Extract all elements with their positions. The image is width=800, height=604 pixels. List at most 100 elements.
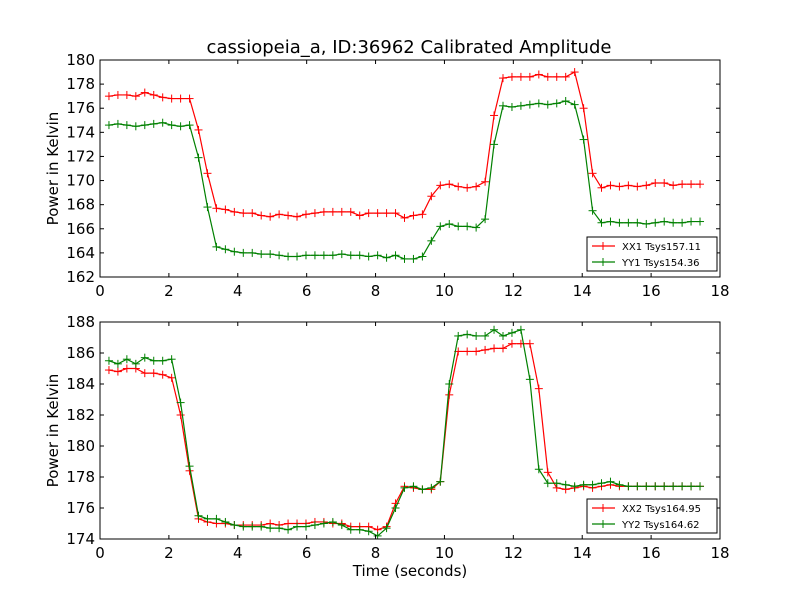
x-tick-label: 14	[573, 282, 592, 300]
data-point	[328, 517, 337, 526]
data-point	[185, 462, 194, 471]
bottom-plot-panel: 0 2 4 6 8 10 12 14 16 18 174 176 178 180 182 184 186 188 P…	[44, 313, 730, 562]
data-point	[337, 521, 346, 530]
data-point	[525, 375, 534, 384]
data-point	[257, 211, 266, 220]
data-point	[328, 207, 337, 216]
data-point	[346, 251, 355, 260]
data-point	[696, 217, 705, 226]
data-point	[472, 182, 481, 191]
y-tick-label: 174	[66, 123, 95, 141]
x-tick-label: 18	[710, 544, 729, 562]
data-point	[409, 254, 418, 263]
data-point	[678, 482, 687, 491]
data-point	[113, 119, 122, 128]
data-point	[499, 101, 507, 110]
data-point	[678, 180, 687, 189]
data-point	[382, 209, 391, 218]
data-point	[212, 242, 221, 251]
data-point	[409, 211, 418, 220]
data-point	[391, 504, 400, 512]
data-point	[131, 122, 140, 131]
data-point	[633, 482, 642, 491]
data-point	[660, 482, 669, 491]
data-point	[454, 182, 463, 191]
data-point	[257, 250, 266, 259]
data-point	[113, 359, 122, 368]
data-point	[633, 218, 642, 227]
data-point	[257, 522, 266, 531]
data-point	[310, 251, 319, 260]
x-tick-label: 4	[233, 544, 243, 562]
y-tick-label: 180	[66, 51, 95, 69]
data-point	[149, 90, 158, 99]
data-point	[427, 236, 436, 245]
data-point	[516, 101, 525, 110]
data-point	[427, 192, 436, 201]
y-tick-label: 188	[66, 313, 95, 331]
data-point	[158, 370, 167, 379]
y-tick-label: 176	[66, 99, 95, 117]
data-point	[597, 183, 606, 192]
data-point	[149, 369, 158, 378]
x-tick-label: 16	[642, 282, 661, 300]
data-point	[561, 96, 570, 105]
legend-label: YY1 Tsys154.36	[621, 258, 700, 269]
data-point	[409, 482, 418, 491]
data-point	[534, 465, 543, 474]
data-point	[382, 524, 391, 533]
data-point	[230, 521, 239, 530]
data-point	[310, 521, 319, 530]
y-tick-label: 184	[66, 375, 95, 393]
data-point	[158, 93, 167, 102]
y-tick-label: 178	[66, 468, 95, 486]
data-point	[122, 364, 131, 373]
x-tick-label: 2	[164, 544, 174, 562]
data-point	[490, 325, 499, 334]
chart-title: cassiopeia_a, ID:36962 Calibrated Amplit…	[207, 37, 612, 58]
data-point	[400, 254, 409, 263]
data-point	[499, 344, 507, 353]
data-point	[221, 245, 230, 254]
data-point	[507, 328, 516, 337]
data-point	[221, 205, 230, 214]
x-tick-label: 2	[164, 282, 174, 300]
legend: XX1 Tsys157.11 YY1 Tsys154.36	[586, 236, 718, 272]
data-point	[293, 522, 302, 531]
data-point	[319, 519, 328, 528]
data-point	[481, 345, 490, 354]
data-point	[490, 111, 499, 120]
data-point	[212, 204, 221, 213]
data-point	[525, 72, 534, 81]
y-tick-label: 182	[66, 406, 95, 424]
data-point	[615, 218, 624, 227]
data-point	[176, 398, 185, 407]
data-point	[355, 251, 364, 260]
data-point	[552, 479, 561, 488]
data-point	[507, 72, 516, 81]
data-point	[445, 219, 454, 228]
data-point	[463, 330, 472, 339]
data-point	[445, 380, 454, 388]
x-tick-label: 12	[504, 544, 523, 562]
data-point	[167, 121, 176, 130]
data-point	[230, 247, 239, 256]
data-point	[113, 90, 122, 99]
data-point	[481, 177, 490, 186]
data-point	[651, 482, 660, 491]
data-point	[490, 344, 499, 353]
data-point	[248, 209, 257, 218]
data-point	[149, 119, 158, 128]
data-point	[140, 369, 149, 378]
data-point	[570, 68, 579, 77]
data-point	[552, 72, 561, 81]
data-point	[579, 135, 588, 144]
data-point	[140, 353, 149, 362]
data-point	[633, 182, 642, 191]
data-point	[543, 100, 552, 109]
data-point	[284, 525, 293, 534]
y-tick-label: 172	[66, 147, 95, 165]
data-point	[481, 215, 490, 224]
data-point	[346, 525, 355, 534]
data-point	[678, 218, 687, 227]
